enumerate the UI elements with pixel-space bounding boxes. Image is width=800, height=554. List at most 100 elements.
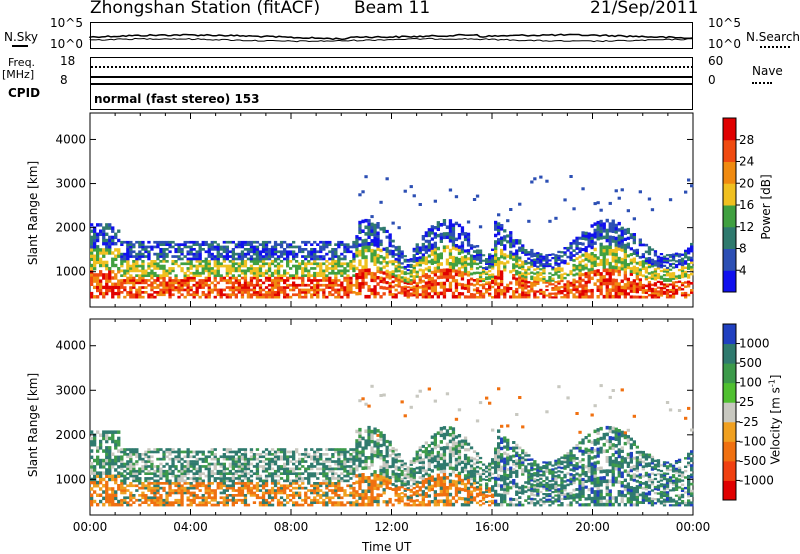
heatmap-cell	[289, 498, 293, 502]
heatmap-cell	[515, 252, 519, 255]
heatmap-cell	[572, 295, 576, 299]
heatmap-cell	[412, 467, 416, 471]
heatmap-cell	[159, 293, 163, 297]
heatmap-cell	[135, 498, 139, 502]
heatmap-cell	[171, 281, 175, 285]
heatmap-cell	[430, 289, 434, 293]
heatmap-cell	[195, 484, 199, 488]
heatmap-cell	[662, 277, 667, 280]
heatmap-cell	[527, 253, 531, 256]
heatmap-cell	[150, 260, 154, 263]
heatmap-cell	[349, 472, 353, 475]
heatmap-cell	[433, 269, 437, 274]
heatmap-cell	[96, 471, 100, 475]
heatmap-cell	[213, 462, 217, 466]
heatmap-cell	[485, 273, 489, 276]
heatmap-cell	[500, 273, 504, 277]
heatmap-cell	[93, 260, 97, 265]
heatmap-cell	[102, 226, 106, 230]
heatmap-cell	[295, 252, 299, 256]
heatmap-cell	[96, 484, 100, 488]
heatmap-cell	[671, 283, 676, 286]
heatmap-cell	[237, 279, 241, 282]
heatmap-cell	[261, 496, 266, 500]
heatmap-cell	[382, 247, 386, 251]
heatmap-cell	[225, 293, 229, 297]
heatmap-cell	[355, 455, 359, 459]
heatmap-cell	[292, 245, 296, 249]
heatmap-cell	[126, 267, 130, 270]
heatmap-cell	[361, 489, 365, 494]
heatmap-cell	[355, 235, 359, 239]
heatmap-cell	[662, 274, 667, 277]
heatmap-cell	[273, 450, 278, 454]
heatmap-cell	[635, 269, 639, 273]
heatmap-cell	[343, 491, 347, 495]
heatmap-cell	[578, 274, 582, 278]
heatmap-cell	[105, 487, 109, 491]
heatmap-cell	[192, 257, 196, 261]
heatmap-cell	[460, 283, 465, 287]
heatmap-cell	[439, 262, 443, 266]
heatmap-cell	[198, 484, 202, 488]
heatmap-cell	[536, 275, 540, 278]
heatmap-cell	[165, 252, 169, 256]
heatmap-cell	[491, 279, 495, 282]
heatmap-cell	[198, 245, 202, 249]
heatmap-cell	[213, 276, 217, 280]
heatmap-cell	[258, 269, 263, 273]
heatmap-cell	[684, 249, 688, 253]
heatmap-cell	[153, 450, 157, 454]
heatmap-cell	[126, 250, 130, 254]
heatmap-cell	[472, 245, 477, 249]
heatmap-cell	[162, 240, 166, 244]
heatmap-cell	[364, 479, 368, 483]
heatmap-cell	[246, 295, 251, 299]
heatmap-cell	[141, 286, 145, 289]
heatmap-cell	[273, 269, 278, 273]
heatmap-cell	[412, 266, 416, 270]
heatmap-cell	[578, 290, 582, 294]
heatmap-cell	[144, 467, 148, 471]
heatmap-cell	[684, 270, 688, 274]
heatmap-cell	[370, 502, 374, 507]
heatmap-cell	[361, 436, 365, 441]
heatmap-cell	[485, 261, 489, 264]
heatmap-cell	[126, 462, 130, 466]
heatmap-cell	[207, 245, 211, 249]
heatmap-cell	[289, 274, 293, 277]
heatmap-cell	[307, 503, 311, 507]
heatmap-cell	[198, 286, 202, 289]
heatmap-cell	[108, 499, 112, 504]
heatmap-cell	[379, 276, 383, 280]
heatmap-cell	[267, 262, 272, 266]
heatmap-cell	[521, 246, 525, 250]
heatmap-cell	[264, 248, 269, 251]
heatmap-cell	[231, 479, 235, 483]
heatmap-cell	[150, 486, 154, 490]
heatmap-cell	[379, 456, 383, 460]
heatmap-cell	[415, 289, 419, 292]
heatmap-cell	[292, 293, 296, 297]
heatmap-cell	[165, 243, 169, 246]
heatmap-cell	[243, 503, 248, 507]
heatmap-cell	[219, 465, 223, 468]
heatmap-cell	[180, 257, 184, 261]
heatmap-cell	[283, 455, 287, 459]
heatmap-cell	[593, 260, 597, 264]
heatmap-cell	[132, 267, 136, 270]
heatmap-cell	[497, 225, 501, 229]
heatmap-cell	[279, 276, 284, 280]
heatmap-cell	[114, 248, 118, 252]
heatmap-cell	[207, 271, 211, 275]
heatmap-cell	[249, 248, 254, 251]
heatmap-cell	[255, 494, 260, 497]
heatmap-cell	[554, 267, 558, 270]
heatmap-cell	[403, 258, 407, 261]
heatmap-cell	[292, 491, 296, 495]
heatmap-cell	[424, 262, 428, 266]
heatmap-cell	[578, 271, 582, 275]
heatmap-cell	[539, 271, 543, 275]
heatmap-cell	[310, 498, 314, 502]
heatmap-cell	[261, 257, 266, 261]
